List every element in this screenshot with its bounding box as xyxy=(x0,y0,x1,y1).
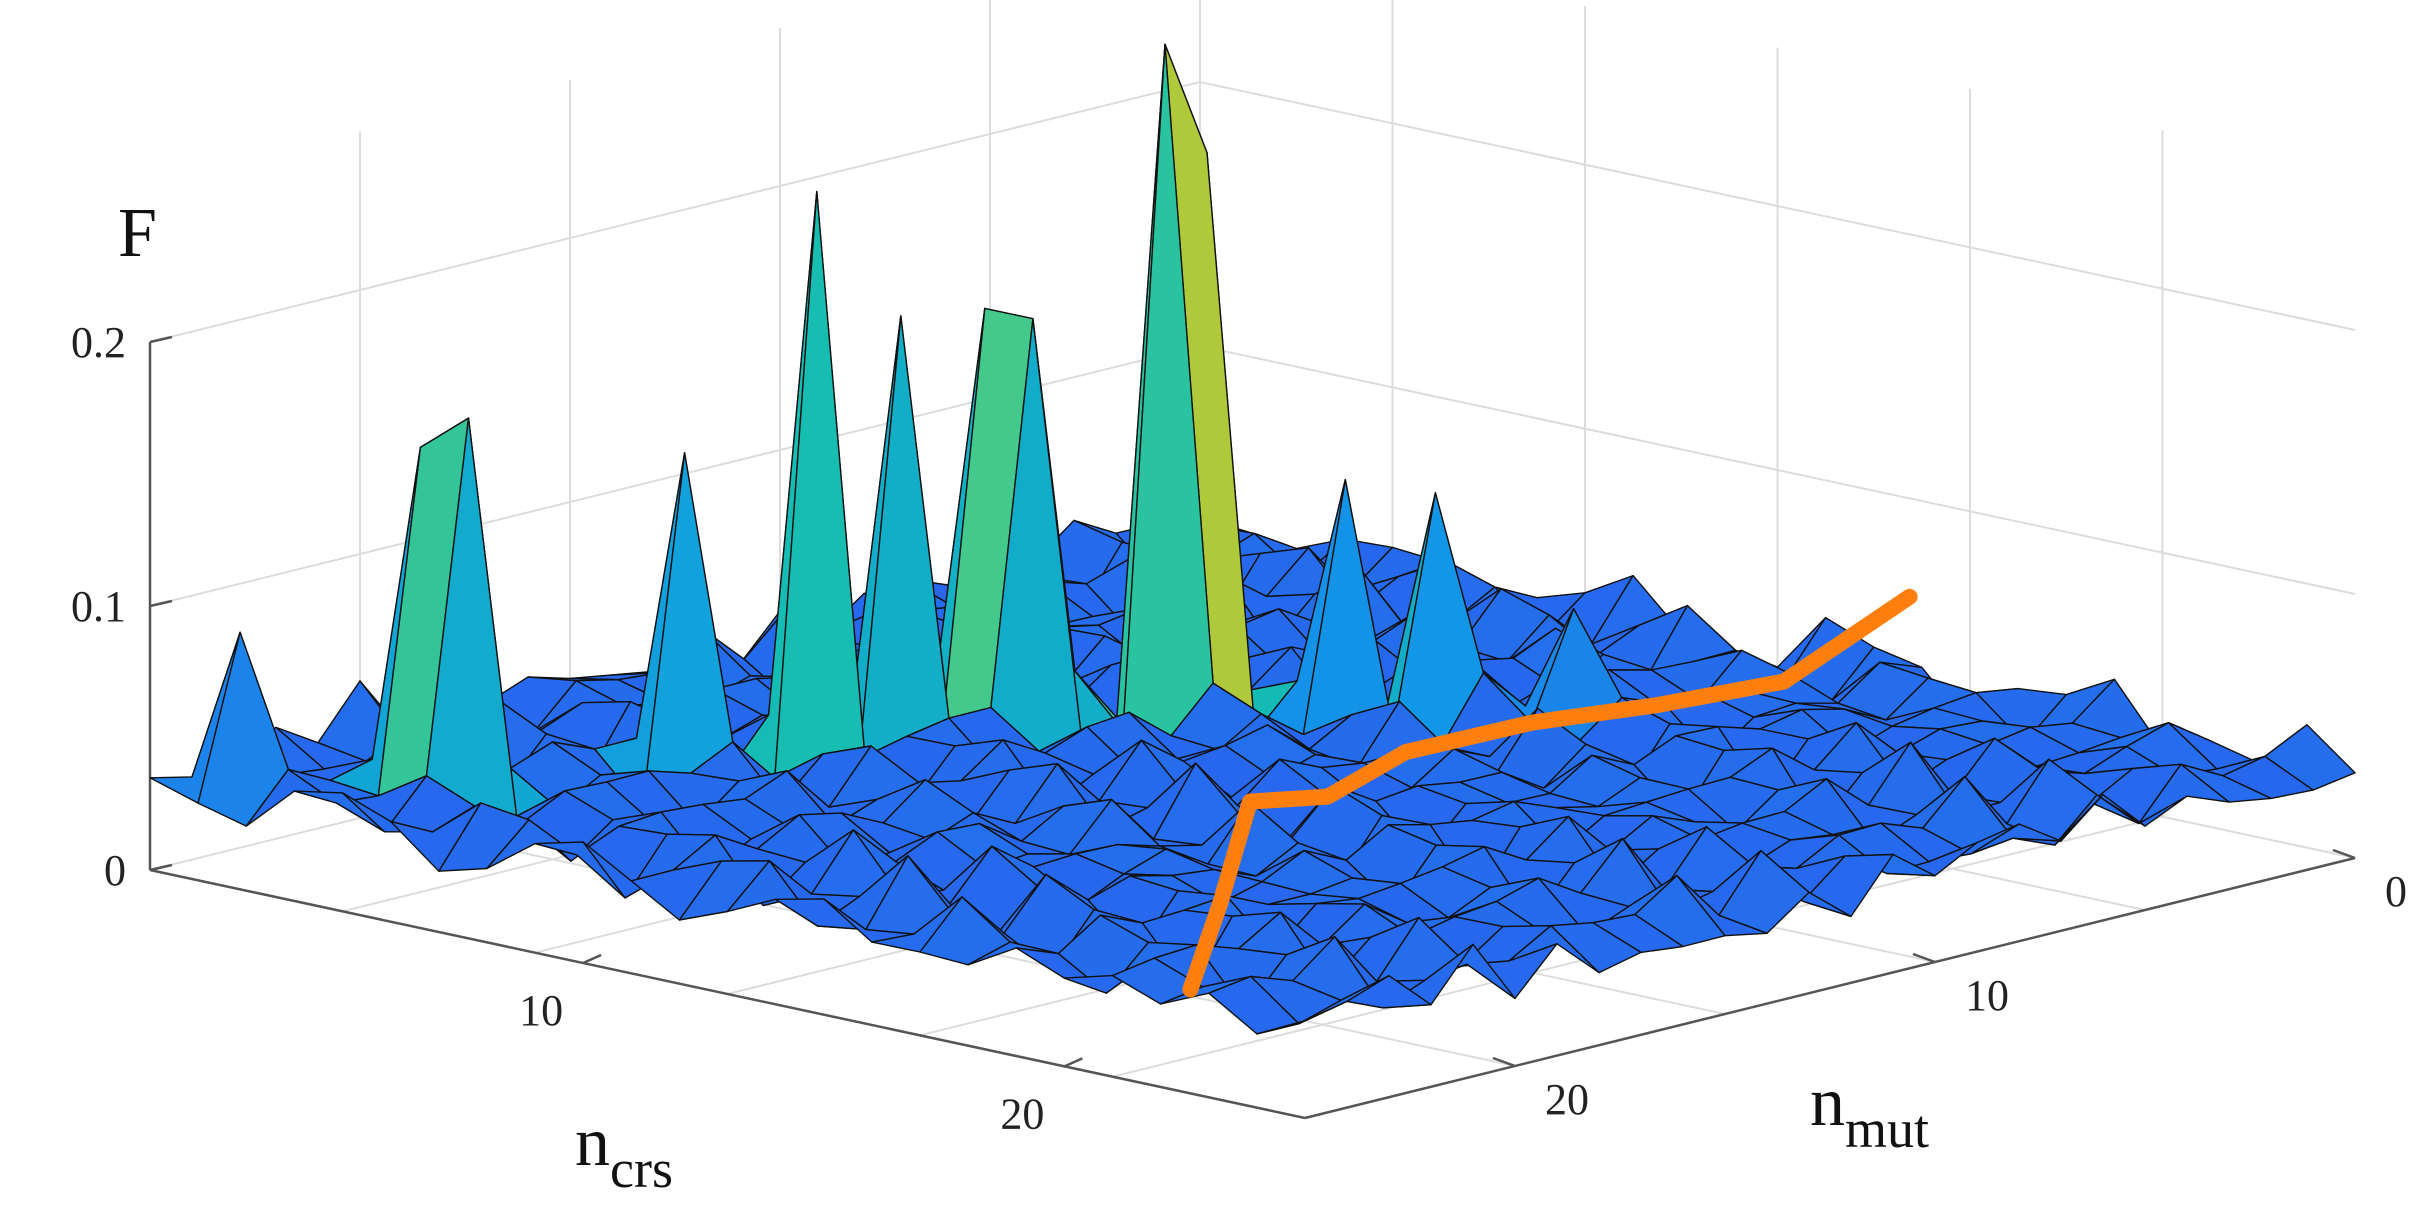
tick-layer: 0 0.1 0.2 10 20 0 10 20 xyxy=(71,318,2407,1138)
optimum-curve xyxy=(1182,588,1918,998)
y-axis-line xyxy=(1304,856,2356,1120)
z-tick xyxy=(149,863,173,872)
surface-mesh xyxy=(149,43,2356,1035)
x-axis-line xyxy=(149,868,1306,1120)
optimum-curve-layer xyxy=(1182,588,1918,998)
z-tick xyxy=(149,599,173,608)
x-tick-label: 10 xyxy=(519,986,563,1035)
y-tick xyxy=(1912,952,1936,964)
z-tick-label: 0.1 xyxy=(71,582,126,631)
y-tick-label: 20 xyxy=(1545,1075,1589,1124)
y-axis-label: nmut xyxy=(1810,1064,1929,1159)
x-tick xyxy=(582,953,602,965)
y-tick xyxy=(1492,1056,1516,1068)
y-tick-label: 0 xyxy=(2385,867,2407,916)
z-tick xyxy=(149,335,173,344)
y-tick-label: 10 xyxy=(1965,971,2009,1020)
surface-cell xyxy=(774,190,866,779)
x-tick xyxy=(1063,1057,1083,1068)
z-axis-label: F xyxy=(118,195,157,272)
y-tick xyxy=(2332,848,2356,860)
z-tick-label: 0 xyxy=(104,846,126,895)
x-tick-label: 20 xyxy=(1000,1089,1044,1138)
x-axis-label: ncrs xyxy=(575,1104,673,1199)
surface-cell xyxy=(1256,1000,1348,1035)
z-gridline xyxy=(149,80,2356,343)
z-tick-label: 0.2 xyxy=(71,318,126,367)
